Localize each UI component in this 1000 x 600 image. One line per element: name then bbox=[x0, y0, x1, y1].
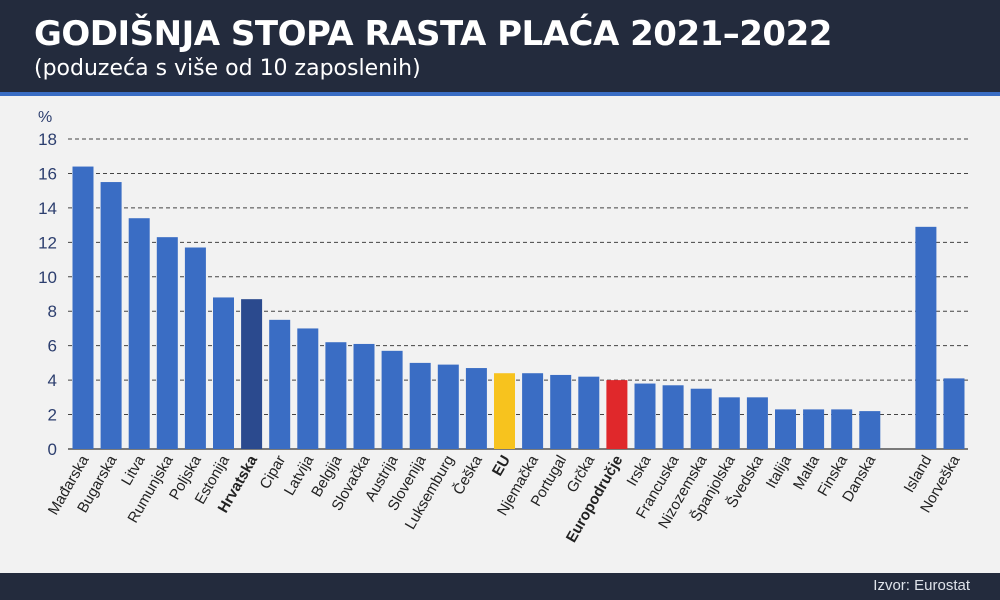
bar bbox=[831, 409, 853, 449]
bar bbox=[915, 226, 937, 449]
bar bbox=[550, 374, 572, 449]
bar bbox=[409, 362, 431, 449]
bar bbox=[690, 388, 712, 449]
y-tick-label: 10 bbox=[38, 268, 57, 287]
bar bbox=[859, 411, 881, 449]
bar bbox=[184, 247, 206, 449]
bar bbox=[241, 299, 263, 449]
bar bbox=[634, 383, 656, 449]
bar bbox=[72, 166, 94, 450]
y-axis-unit: % bbox=[38, 109, 52, 126]
source-label: Izvor: Eurostat bbox=[873, 577, 970, 594]
bar bbox=[156, 237, 178, 449]
y-tick-label: 2 bbox=[48, 406, 57, 425]
bar bbox=[662, 385, 684, 449]
bar bbox=[381, 350, 403, 449]
y-tick-label: 8 bbox=[48, 302, 57, 321]
x-tick-label: Češka bbox=[450, 452, 486, 498]
bar bbox=[465, 368, 487, 449]
y-tick-label: 18 bbox=[38, 130, 57, 149]
y-tick-label: 0 bbox=[48, 440, 57, 459]
bar bbox=[128, 218, 150, 449]
bar bbox=[353, 343, 375, 449]
bar bbox=[213, 297, 234, 449]
bar bbox=[746, 397, 768, 449]
bar bbox=[325, 342, 347, 449]
bar bbox=[606, 380, 628, 449]
bar bbox=[522, 373, 544, 449]
bar bbox=[775, 409, 796, 449]
footer-bar: Izvor: Eurostat bbox=[0, 573, 1000, 600]
bar bbox=[803, 409, 825, 449]
bar bbox=[297, 328, 319, 449]
y-tick-label: 6 bbox=[48, 337, 57, 356]
bar bbox=[943, 378, 965, 449]
bar bbox=[437, 364, 459, 449]
header-stripe bbox=[0, 92, 1000, 96]
chart-title: GODIŠNJA STOPA RASTA PLAĆA 2021–2022 bbox=[34, 14, 832, 54]
bar bbox=[494, 373, 515, 449]
y-tick-label: 16 bbox=[38, 164, 57, 183]
y-tick-label: 4 bbox=[48, 371, 57, 390]
bar bbox=[100, 182, 122, 450]
x-tick-label: EU bbox=[489, 453, 514, 480]
header-bar: GODIŠNJA STOPA RASTA PLAĆA 2021–2022 (po… bbox=[0, 0, 1000, 92]
y-tick-label: 14 bbox=[38, 199, 57, 218]
bar-chart: 024681012141618%MađarskaBugarskaLitvaRum… bbox=[38, 109, 968, 545]
chart-subtitle: (poduzeća s više od 10 zaposlenih) bbox=[34, 56, 421, 81]
bar bbox=[269, 319, 291, 449]
bar bbox=[718, 397, 740, 449]
y-tick-label: 12 bbox=[38, 233, 57, 252]
bar bbox=[578, 376, 600, 449]
